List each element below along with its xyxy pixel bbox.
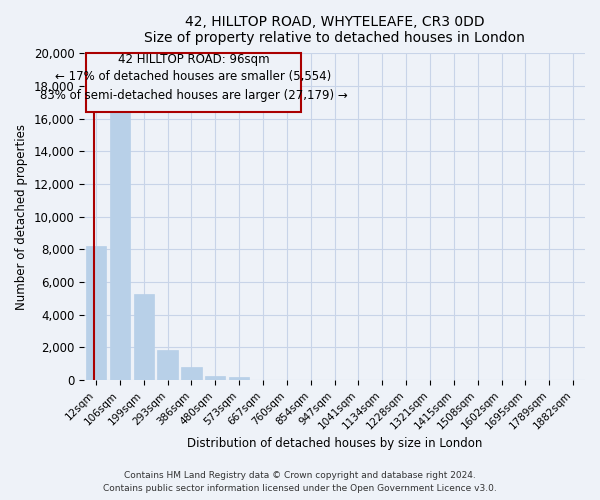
Bar: [157, 350, 178, 380]
Text: ← 17% of detached houses are smaller (5,554): ← 17% of detached houses are smaller (5,…: [55, 70, 332, 82]
Bar: [229, 377, 250, 380]
Text: Contains public sector information licensed under the Open Government Licence v3: Contains public sector information licen…: [103, 484, 497, 493]
FancyBboxPatch shape: [86, 54, 301, 112]
Bar: [110, 109, 130, 380]
Text: 42 HILLTOP ROAD: 96sqm: 42 HILLTOP ROAD: 96sqm: [118, 54, 269, 66]
Bar: [205, 376, 226, 380]
Bar: [181, 368, 202, 380]
Text: Contains HM Land Registry data © Crown copyright and database right 2024.: Contains HM Land Registry data © Crown c…: [124, 470, 476, 480]
X-axis label: Distribution of detached houses by size in London: Distribution of detached houses by size …: [187, 437, 482, 450]
Y-axis label: Number of detached properties: Number of detached properties: [15, 124, 28, 310]
Bar: [86, 246, 106, 380]
Bar: [134, 294, 154, 380]
Text: 83% of semi-detached houses are larger (27,179) →: 83% of semi-detached houses are larger (…: [40, 90, 347, 102]
Title: 42, HILLTOP ROAD, WHYTELEAFE, CR3 0DD
Size of property relative to detached hous: 42, HILLTOP ROAD, WHYTELEAFE, CR3 0DD Si…: [144, 15, 525, 45]
